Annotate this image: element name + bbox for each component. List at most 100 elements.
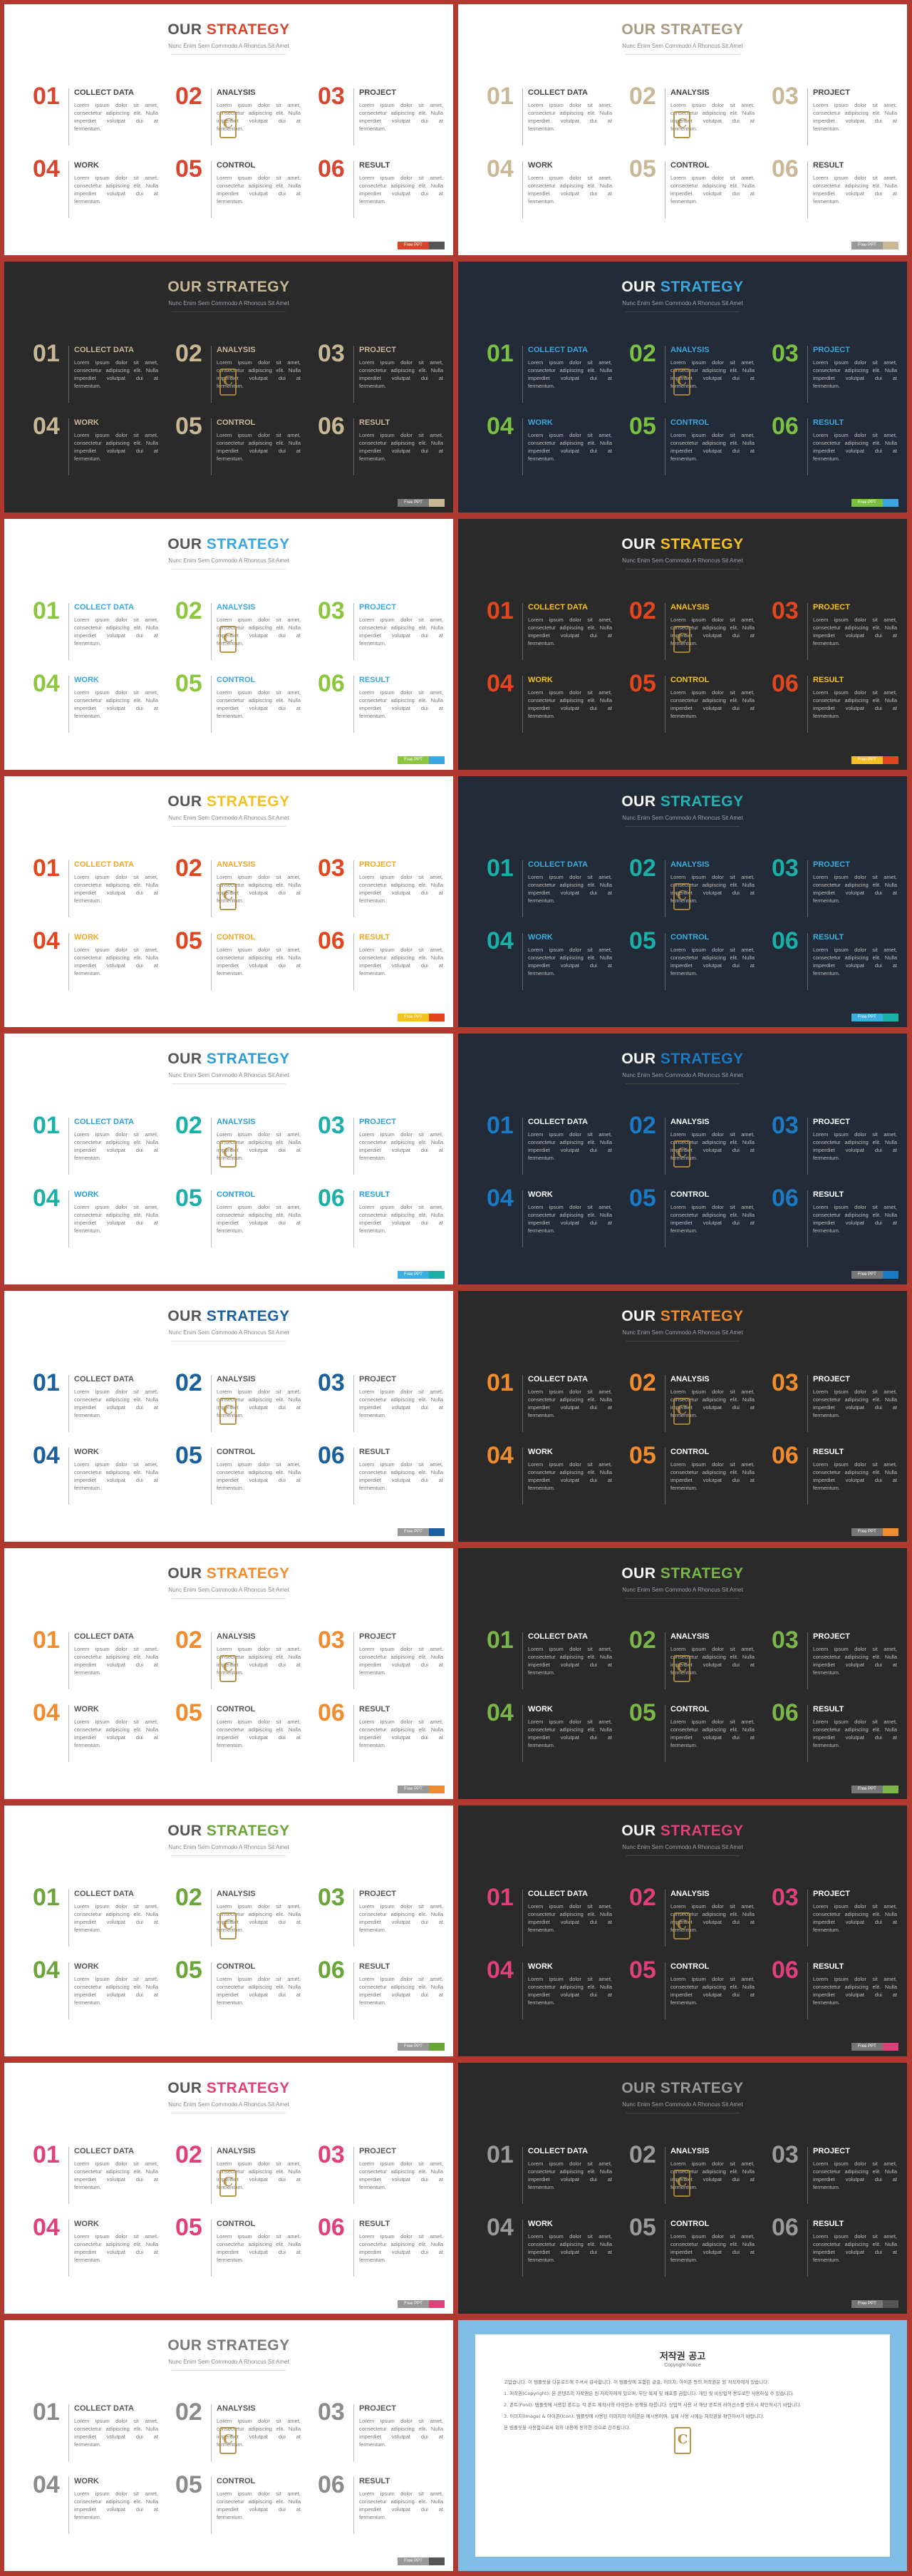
slide-title: OUR STRATEGY (4, 2337, 453, 2354)
item-number: 06 (318, 155, 345, 182)
slide-footer: Free PPT (851, 2300, 898, 2308)
item-label: WORK (528, 1705, 553, 1714)
strategy-item: 03 PROJECT Lorem ipsum dolor sit amet, con… (772, 1628, 907, 1696)
item-body: Lorem ipsum dolor sit amet, consectetur … (528, 432, 612, 462)
slide-footer: Free PPT (851, 1014, 898, 1021)
slide-subtitle: Nunc Enim Sem Commodo A Rhoncus Sit Amet (168, 557, 289, 564)
item-label: CONTROL (217, 161, 256, 170)
item-divider (211, 1375, 212, 1432)
item-number: 05 (629, 1699, 656, 1726)
slide[interactable]: OUR STRATEGY Nunc Enim Sem Commodo A Rhon… (458, 1291, 907, 1542)
footer-tag: Free PPT (398, 2043, 429, 2051)
item-number: 03 (318, 1884, 345, 1911)
item-divider (353, 1632, 354, 1689)
slide[interactable]: OUR STRATEGY Nunc Enim Sem Commodo A Rhon… (4, 1805, 453, 2056)
slide[interactable]: OUR STRATEGY Nunc Enim Sem Commodo A Rhon… (458, 1805, 907, 2056)
slide[interactable]: OUR STRATEGY Nunc Enim Sem Commodo A Rhon… (458, 776, 907, 1027)
item-label: CONTROL (217, 1705, 256, 1714)
item-label: RESULT (813, 1705, 844, 1714)
item-body: Lorem ipsum dolor sit amet, consectetur … (813, 874, 897, 904)
slide[interactable]: OUR STRATEGY Nunc Enim Sem Commodo A Rhon… (4, 2063, 453, 2314)
slide[interactable]: OUR STRATEGY Nunc Enim Sem Commodo A Rhon… (458, 2063, 907, 2314)
item-label: CONTROL (217, 418, 256, 427)
item-body: Lorem ipsum dolor sit amet, consectetur … (74, 874, 158, 904)
slide-title: OUR STRATEGY (458, 1051, 907, 1068)
footer-tag: Free PPT (398, 2557, 429, 2565)
slide-title: OUR STRATEGY (4, 279, 453, 296)
copyright-notice-slide[interactable]: 저작권 공고 Copyright Notice 고맙습니다. 이 템플릿을 다운로드… (458, 2320, 907, 2571)
item-divider (353, 1118, 354, 1175)
item-body: Lorem ipsum dolor sit amet, consectetur … (74, 689, 158, 719)
strategy-item: 05 CONTROL Lorem ipsum dolor sit amet, con… (175, 2473, 315, 2541)
slide[interactable]: OUR STRATEGY Nunc Enim Sem Commodo A Rhon… (4, 519, 453, 770)
slide-subtitle: Nunc Enim Sem Commodo A Rhoncus Sit Amet (168, 1587, 289, 1593)
item-label: ANALYSIS (217, 346, 256, 354)
footer-tag: Free PPT (851, 1528, 883, 1536)
slide-footer: Free PPT (398, 242, 445, 249)
item-body: Lorem ipsum dolor sit amet, consectetur … (359, 175, 443, 205)
divider (626, 1598, 740, 1599)
item-divider (807, 1190, 808, 1247)
item-label: CONTROL (670, 1448, 710, 1456)
item-divider (807, 1448, 808, 1505)
item-label: WORK (74, 2220, 99, 2228)
slide[interactable]: OUR STRATEGY Nunc Enim Sem Commodo A Rhon… (458, 1548, 907, 1799)
item-label: CONTROL (670, 1190, 710, 1199)
brand-logo-icon: C (219, 1912, 237, 1939)
strategy-item: 04 WORK Lorem ipsum dolor sit amet, consec… (487, 1958, 626, 2026)
item-body: Lorem ipsum dolor sit amet, consectetur … (74, 2490, 158, 2520)
item-body: Lorem ipsum dolor sit amet, consectetur … (813, 947, 897, 977)
slide-subtitle: Nunc Enim Sem Commodo A Rhoncus Sit Amet (622, 1329, 743, 1336)
item-body: Lorem ipsum dolor sit amet, consectetur … (217, 874, 301, 904)
footer-page (883, 499, 898, 507)
item-number: 04 (33, 1185, 60, 1212)
item-divider (353, 1375, 354, 1432)
footer-page (429, 1786, 445, 1793)
item-label: RESULT (813, 676, 844, 684)
item-number: 04 (33, 2471, 60, 2498)
footer-tag: Free PPT (398, 1014, 429, 1021)
strategy-item: 06 RESULT Lorem ipsum dolor sit amet, cons… (318, 2473, 453, 2541)
item-number: 01 (487, 83, 514, 110)
slide[interactable]: OUR STRATEGY Nunc Enim Sem Commodo A Rhon… (4, 262, 453, 512)
title-highlight: STRATEGY (660, 1565, 744, 1582)
slide[interactable]: OUR STRATEGY Nunc Enim Sem Commodo A Rhon… (4, 2320, 453, 2571)
item-body: Lorem ipsum dolor sit amet, consectetur … (813, 1389, 897, 1418)
slide[interactable]: OUR STRATEGY Nunc Enim Sem Commodo A Rhon… (458, 1034, 907, 1284)
item-divider (211, 161, 212, 218)
slide-footer: Free PPT (398, 1271, 445, 1279)
strategy-item: 02 ANALYSIS Lorem ipsum dolor sit amet, co… (175, 2400, 315, 2468)
item-number: 01 (33, 597, 60, 624)
item-divider (211, 1448, 212, 1505)
strategy-item: 05 CONTROL Lorem ipsum dolor sit amet, con… (175, 157, 315, 225)
title-highlight: STRATEGY (206, 1565, 290, 1582)
slide[interactable]: OUR STRATEGY Nunc Enim Sem Commodo A Rhon… (458, 4, 907, 255)
item-body: Lorem ipsum dolor sit amet, consectetur … (217, 1903, 301, 1933)
slide[interactable]: OUR STRATEGY Nunc Enim Sem Commodo A Rhon… (4, 1548, 453, 1799)
item-divider (211, 2147, 212, 2204)
slide[interactable]: OUR STRATEGY Nunc Enim Sem Commodo A Rhon… (4, 1291, 453, 1542)
title-prefix: OUR (621, 536, 660, 552)
divider (626, 1083, 740, 1084)
item-body: Lorem ipsum dolor sit amet, consectetur … (813, 432, 897, 462)
title-highlight: STRATEGY (660, 2080, 744, 2096)
item-number: 06 (772, 1957, 799, 1984)
item-number: 05 (629, 1185, 656, 1212)
title-highlight: STRATEGY (660, 1051, 744, 1067)
item-body: Lorem ipsum dolor sit amet, consectetur … (670, 1204, 755, 1234)
strategy-item: 03 PROJECT Lorem ipsum dolor sit amet, con… (318, 2143, 453, 2211)
item-label: RESULT (813, 1448, 844, 1456)
title-prefix: OUR (621, 1051, 660, 1067)
item-body: Lorem ipsum dolor sit amet, consectetur … (359, 1389, 443, 1418)
slide[interactable]: OUR STRATEGY Nunc Enim Sem Commodo A Rhon… (4, 776, 453, 1027)
slide[interactable]: OUR STRATEGY Nunc Enim Sem Commodo A Rhon… (458, 262, 907, 512)
item-number: 03 (318, 1112, 345, 1139)
slide[interactable]: OUR STRATEGY Nunc Enim Sem Commodo A Rhon… (4, 4, 453, 255)
strategy-item: 05 CONTROL Lorem ipsum dolor sit amet, con… (175, 671, 315, 740)
item-label: WORK (74, 1190, 99, 1199)
slide[interactable]: OUR STRATEGY Nunc Enim Sem Commodo A Rhon… (458, 519, 907, 770)
item-label: CONTROL (670, 676, 710, 684)
slide[interactable]: OUR STRATEGY Nunc Enim Sem Commodo A Rhon… (4, 1034, 453, 1284)
item-number: 01 (487, 855, 514, 882)
item-number: 02 (629, 1369, 656, 1396)
